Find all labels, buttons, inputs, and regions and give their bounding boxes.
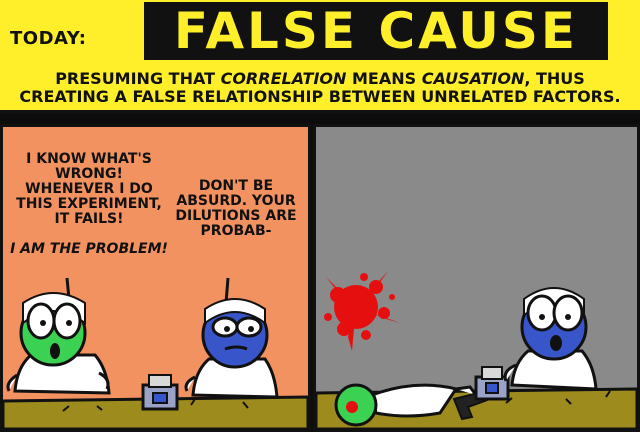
subtitle-em2: CAUSATION <box>421 69 525 88</box>
blue-scientist-right <box>503 287 598 391</box>
blue-lab-coat <box>191 357 279 399</box>
blue-headband <box>204 298 266 325</box>
title-box: FALSE CAUSE <box>144 2 608 60</box>
lab-table <box>3 395 308 429</box>
subtitle-part2: MEANS <box>346 69 422 88</box>
blue-left-pupil <box>224 326 230 332</box>
panel-right <box>313 124 640 432</box>
blue-lab-coat-right <box>510 349 598 391</box>
fallen-arm <box>455 385 478 396</box>
apparatus-screen <box>152 392 168 404</box>
definition-text: PRESUMING THAT CORRELATION MEANS CAUSATI… <box>10 70 630 106</box>
green-left-pupil <box>40 320 46 326</box>
apparatus-screen-right <box>485 382 499 394</box>
panel-left: I KNOW WHAT'S WRONG! WHENEVER I DO THIS … <box>0 124 311 432</box>
green-right-pupil <box>66 320 72 326</box>
apparatus-top <box>148 374 172 388</box>
blue-right-panel-mouth <box>550 335 562 351</box>
green-mouth <box>50 343 60 359</box>
green-scientist <box>6 292 111 395</box>
today-label: TODAY: <box>10 28 87 49</box>
blue-arm <box>184 375 196 392</box>
blue-right-panel-right-pupil <box>565 314 571 320</box>
blood-splatter <box>324 271 400 351</box>
green-arm-right <box>98 371 110 390</box>
title-banner: TODAY: FALSE CAUSE PRESUMING THAT CORREL… <box>0 0 640 114</box>
panel-left-art <box>3 277 308 429</box>
green-arm-left <box>6 373 18 392</box>
blue-right-pupil <box>248 326 254 332</box>
blue-right-panel-left-pupil <box>539 314 545 320</box>
speech-green-character: I KNOW WHAT'S WRONG! WHENEVER I DO THIS … <box>9 137 169 272</box>
subtitle-part1: PRESUMING THAT <box>55 69 221 88</box>
blue-right-panel-left-eye <box>526 294 558 332</box>
speech-blue-character: DON'T BE ABSURD. YOUR DILUTIONS ARE PROB… <box>175 178 297 239</box>
comic-title: FALSE CAUSE <box>173 2 579 60</box>
fallen-green-scientist <box>334 383 478 427</box>
lab-apparatus <box>141 374 179 411</box>
head-wound <box>346 401 358 413</box>
fallen-lab-coat <box>370 383 459 418</box>
blue-scientist-left <box>184 298 279 399</box>
subtitle-em1: CORRELATION <box>220 69 347 88</box>
speech-green-line: I KNOW WHAT'S WRONG! WHENEVER I DO THIS … <box>16 151 162 227</box>
blue-right-panel-right-eye <box>552 294 584 332</box>
subtitle-line2: CREATING A FALSE RELATIONSHIP BETWEEN UN… <box>19 87 621 106</box>
speech-green-emphasis: I AM THE PROBLEM! <box>10 241 168 257</box>
blue-right-panel-arm <box>503 363 517 382</box>
lab-apparatus-right <box>474 366 510 401</box>
blue-mouth <box>224 345 248 351</box>
apparatus-top-right <box>481 366 503 380</box>
table-marks <box>62 398 249 412</box>
subtitle-part3: , THUS <box>524 69 585 88</box>
panel-right-art <box>316 271 637 429</box>
